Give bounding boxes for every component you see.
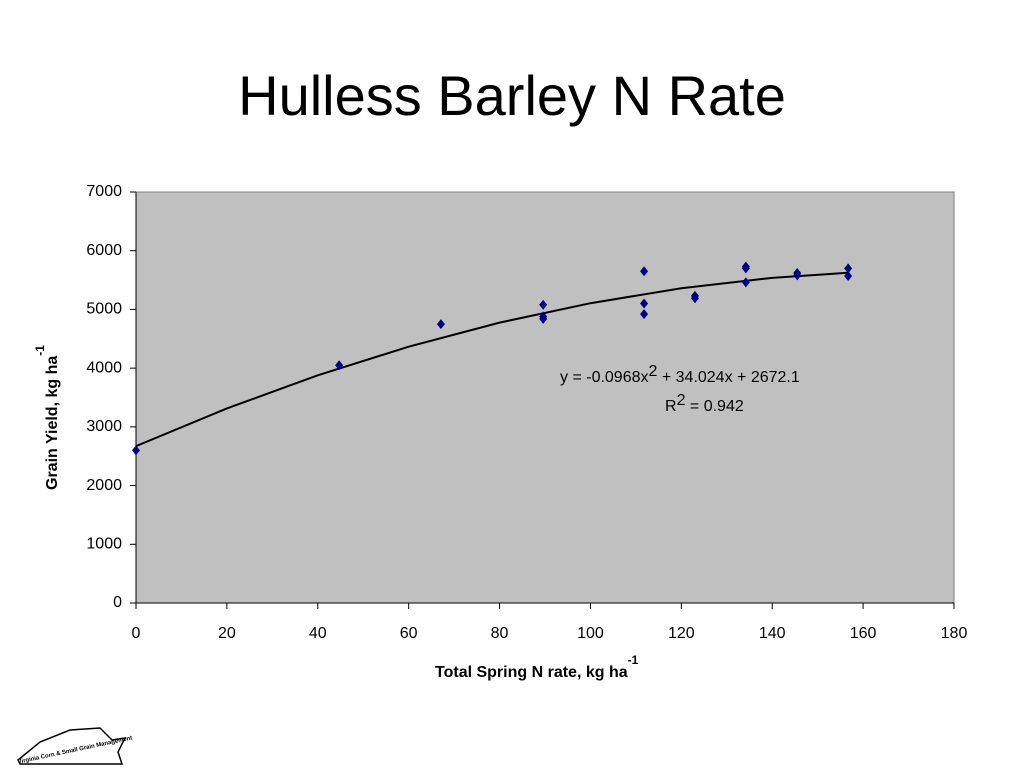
x-tick-label: 0 xyxy=(132,625,141,642)
data-point xyxy=(844,263,853,274)
data-point xyxy=(335,360,344,371)
logo-shape xyxy=(17,727,127,765)
y-tick-label: 2000 xyxy=(86,477,122,494)
data-point xyxy=(539,313,548,324)
x-axis-label: Total Spring N rate, kg ha-1 xyxy=(435,653,639,681)
data-point xyxy=(844,270,853,281)
r-squared-text: R xyxy=(665,398,677,415)
r-squared-sup: 2 xyxy=(677,392,686,409)
r-squared: R2 = 0.942 xyxy=(665,392,744,415)
equation: y = -0.0968x2 + 34.024x + 2672.1 xyxy=(560,363,800,386)
y-axis-label-text: Grain Yield, kg ha xyxy=(44,356,61,490)
x-tick-label: 80 xyxy=(491,625,509,642)
equation-text: y = -0.0968x xyxy=(560,369,649,386)
x-tick-label: 40 xyxy=(309,625,327,642)
x-tick-label: 160 xyxy=(850,625,877,642)
x-tick-label: 60 xyxy=(400,625,418,642)
x-tick-label: 140 xyxy=(759,625,786,642)
data-point xyxy=(539,299,548,310)
data-point xyxy=(640,266,649,277)
y-tick-label: 5000 xyxy=(86,301,122,318)
y-axis-label-sup: -1 xyxy=(33,345,47,356)
data-point xyxy=(436,319,445,330)
x-tick-label: 180 xyxy=(941,625,968,642)
equation-sup: 2 xyxy=(649,363,658,380)
y-tick-label: 0 xyxy=(113,594,122,611)
data-point xyxy=(640,309,649,320)
y-tick-label: 3000 xyxy=(86,418,122,435)
data-point xyxy=(640,298,649,309)
data-point xyxy=(132,445,140,456)
x-tick-label: 120 xyxy=(668,625,695,642)
logo: Virginia Corn & Small Grain Management xyxy=(17,727,133,766)
data-point xyxy=(690,293,699,304)
x-axis-label-sup: -1 xyxy=(628,653,639,667)
x-tick-label: 100 xyxy=(577,625,604,642)
y-tick-label: 4000 xyxy=(86,359,122,376)
y-tick-label: 1000 xyxy=(86,536,122,553)
data-point xyxy=(793,270,802,281)
y-tick-label: 7000 xyxy=(86,183,122,200)
data-point xyxy=(741,277,750,288)
x-axis-label-text: Total Spring N rate, kg ha xyxy=(435,664,628,681)
trendline xyxy=(135,271,849,448)
r-squared-text: = 0.942 xyxy=(685,398,743,415)
data-point xyxy=(741,263,750,274)
y-tick-label: 6000 xyxy=(86,242,122,259)
y-axis-label: Grain Yield, kg ha-1 xyxy=(33,345,61,490)
equation-text: + 34.024x + 2672.1 xyxy=(657,369,799,386)
plot-area xyxy=(135,191,955,604)
x-tick-label: 20 xyxy=(218,625,236,642)
chart-title: Hulless Barley N Rate xyxy=(238,64,786,127)
